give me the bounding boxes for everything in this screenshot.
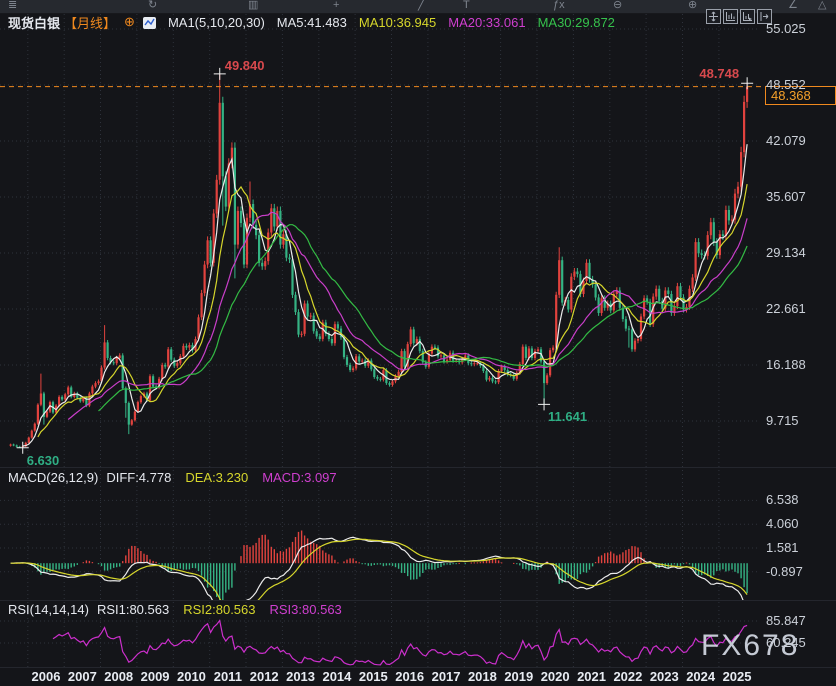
price-axis-label: 16.188: [766, 357, 806, 373]
rsi1-value: RSI1:80.563: [96, 601, 170, 617]
year-label: 2011: [213, 669, 242, 684]
top-toolbar: ≣ ↻ ▥ + ╱ T ƒx ⊖ ⊕ ∠ △: [0, 0, 836, 14]
menu-icon[interactable]: ≣: [8, 0, 18, 11]
price-annotation: 48.748: [699, 66, 740, 82]
price-axis-label: 55.025: [766, 21, 806, 36]
price-axis-label: 48.552: [766, 77, 806, 92]
rsi-axis-label: 60.245: [766, 634, 806, 650]
price-axis-label: 29.134: [766, 245, 806, 260]
refresh-icon[interactable]: ↻: [148, 0, 158, 11]
zoom-in-icon[interactable]: ⊕: [688, 0, 698, 11]
macd-diff-value: DIFF:4.778: [106, 469, 172, 485]
axis-separator: [0, 667, 836, 668]
rsi-legend: RSI(14,14,14) RSI1:80.563 RSI2:80.563 RS…: [8, 601, 342, 617]
pan-icon[interactable]: [706, 9, 721, 24]
zoom-out-icon[interactable]: ⊖: [613, 0, 623, 11]
indicator-window-icon[interactable]: [723, 9, 738, 24]
price-axis-label: 42.079: [766, 133, 806, 148]
rsi-axis-label: 85.847: [766, 613, 806, 628]
price-annotation: 11.641: [548, 409, 588, 425]
price-axis-label: 22.661: [766, 301, 806, 316]
year-label: 2022: [613, 669, 643, 684]
macd-axis-label: 1.581: [766, 540, 799, 556]
year-label: 2014: [322, 669, 352, 684]
year-label: 2021: [577, 669, 606, 684]
expand-icon[interactable]: ⊕: [124, 14, 135, 29]
price-annotation: 6.630: [26, 452, 60, 468]
macd-axis-label: 4.060: [766, 516, 799, 532]
year-label: 2010: [176, 669, 206, 684]
indicator-icon[interactable]: ƒx: [553, 0, 565, 11]
macd-axis-label: 6.538: [766, 492, 799, 508]
year-label: 2012: [249, 669, 279, 684]
macd-legend: MACD(26,12,9) DIFF:4.778 DEA:3.230 MACD:…: [8, 469, 337, 485]
bar-chart-icon[interactable]: ▥: [248, 0, 259, 11]
macd-hist-value: MACD:3.097: [262, 469, 337, 485]
line-tool-icon[interactable]: ╱: [418, 0, 425, 11]
year-label: 2013: [286, 669, 316, 684]
pane-layout-icon[interactable]: [740, 9, 755, 24]
shape-tool-icon[interactable]: △: [818, 0, 827, 11]
year-label: 2025: [722, 669, 752, 684]
macd-dea-value: DEA:3.230: [185, 469, 249, 485]
year-label: 2015: [358, 669, 388, 684]
rsi3-value: RSI3:80.563: [269, 601, 342, 617]
ma20-value: MA20:33.061: [448, 14, 526, 30]
price-axis-label: 9.715: [766, 413, 799, 429]
price-annotation: 49.840: [224, 57, 265, 73]
macd-params-label: MACD(26,12,9): [8, 469, 99, 485]
year-label: 2006: [31, 669, 61, 684]
mini-chart-icon[interactable]: [142, 17, 156, 29]
year-label: 2008: [104, 669, 134, 684]
year-label: 2016: [395, 669, 425, 684]
year-label: 2009: [140, 669, 170, 684]
crosshair-icon[interactable]: +: [333, 0, 340, 11]
ma10-value: MA10:36.945: [358, 14, 437, 30]
current-price-tag: 48.368: [765, 86, 836, 106]
rsi-params-label: RSI(14,14,14): [8, 601, 89, 617]
year-label: 2020: [540, 669, 570, 684]
year-label: 2017: [431, 669, 461, 684]
period-tag[interactable]: 【月线】: [64, 15, 117, 31]
watermark: FX678: [701, 629, 800, 662]
pane-separator: [0, 467, 836, 468]
text-tool-icon[interactable]: T: [463, 0, 470, 11]
ma5-value: MA5:41.483: [276, 14, 347, 30]
collapse-pane-icon[interactable]: [757, 9, 772, 24]
year-label: 2007: [67, 669, 97, 684]
year-label: 2018: [467, 669, 497, 684]
ma-params-label: MA1(5,10,20,30): [167, 14, 265, 30]
year-label: 2019: [504, 669, 534, 684]
year-label: 2024: [686, 669, 716, 684]
pane-controls: [706, 9, 772, 24]
rsi2-value: RSI2:80.563: [183, 601, 256, 617]
main-legend: 现货白银 【月线】 ⊕ MA1(5,10,20,30) MA5:41.483 M…: [8, 13, 615, 31]
instrument-name[interactable]: 现货白银: [8, 15, 61, 31]
measure-icon[interactable]: ∠: [788, 0, 798, 11]
macd-axis-label: -0.897: [766, 563, 803, 579]
price-axis-label: 35.607: [766, 189, 806, 204]
pane-separator: [0, 600, 836, 601]
year-label: 2023: [649, 669, 679, 684]
ma30-value: MA30:29.872: [537, 14, 615, 30]
